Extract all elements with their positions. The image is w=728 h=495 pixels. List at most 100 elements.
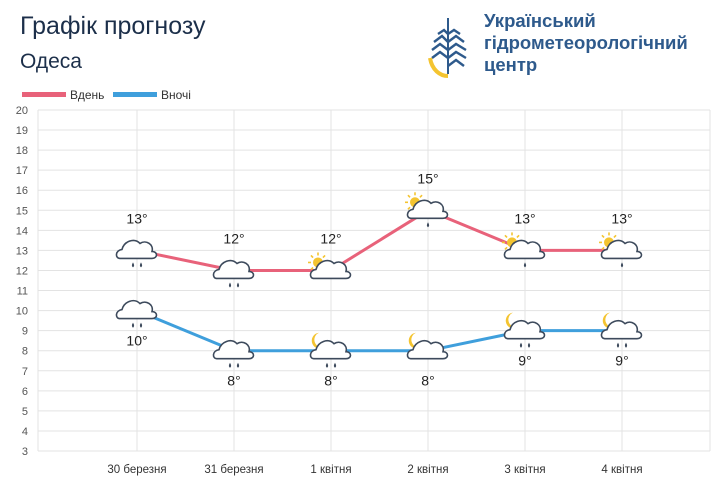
cloud-shape — [503, 239, 546, 260]
legend-label: Вночі — [161, 88, 191, 102]
x-tick-label: 30 березня — [107, 464, 166, 476]
night-temperature-line — [136, 309, 622, 353]
city-name: Одеса — [20, 50, 82, 73]
org-line-2: гідрометеорологічний — [484, 32, 688, 53]
organization-name: Український гідрометеорологічний центр — [484, 10, 688, 76]
y-tick-label: 17 — [16, 165, 28, 177]
org-line-1: Український — [484, 10, 596, 31]
sun-ray — [419, 194, 423, 198]
day-weather-icon — [308, 252, 352, 280]
y-tick-label: 3 — [22, 446, 28, 458]
org-line-3: центр — [484, 54, 538, 75]
day-weather-icon — [212, 259, 255, 288]
night-temperature-label: 9° — [615, 353, 628, 369]
moon-crescent — [408, 332, 422, 349]
rain-drop — [228, 282, 232, 288]
y-tick-label: 7 — [22, 366, 28, 378]
y-tick-label: 20 — [16, 105, 28, 117]
day-weather-icon — [502, 232, 546, 268]
cloud-shape — [309, 340, 352, 360]
rain-drop — [139, 322, 143, 328]
legend-swatch — [113, 92, 157, 97]
cloud-shape — [212, 259, 255, 280]
sun-ray — [407, 206, 411, 210]
x-tick-label: 1 квітня — [310, 464, 351, 476]
night-weather-icon — [115, 299, 158, 328]
cloud-shape — [600, 320, 643, 340]
day-temperature-label: 12° — [223, 230, 244, 246]
rain-drop — [139, 262, 143, 268]
x-tick-label: 31 березня — [204, 464, 263, 476]
night-temperature-label: 8° — [421, 373, 434, 389]
day-weather-icon — [115, 239, 158, 268]
sun-ray — [310, 266, 314, 271]
night-temperature-label: 10° — [126, 333, 147, 349]
moon-crescent — [505, 312, 519, 329]
night-weather-icon — [406, 332, 449, 360]
y-tick-label: 13 — [16, 245, 28, 257]
cloud-shape — [309, 259, 352, 280]
rain-drop — [325, 362, 329, 368]
rain-drop — [236, 282, 240, 288]
cloud-shape — [115, 239, 158, 260]
y-tick-label: 19 — [16, 125, 28, 137]
day-temperature-label: 13° — [126, 210, 147, 226]
rain-drop — [236, 362, 240, 368]
cloud-shape — [406, 199, 449, 220]
rain-drop — [426, 222, 430, 228]
night-weather-icon — [212, 340, 255, 368]
cloud-shape — [115, 299, 158, 320]
day-weather-icon — [599, 232, 643, 268]
chart-title: Графік прогнозу — [20, 12, 206, 40]
y-tick-label: 6 — [22, 386, 28, 398]
day-temperature-label: 15° — [417, 170, 438, 186]
night-temperature-label: 8° — [227, 373, 240, 389]
rain-drop — [131, 262, 135, 268]
rain-drop — [333, 362, 337, 368]
rain-drop — [624, 342, 628, 348]
rain-drop — [620, 262, 624, 268]
ukrhydromet-logo-icon — [428, 18, 467, 78]
night-weather-icon — [600, 312, 643, 348]
y-tick-label: 12 — [16, 265, 28, 277]
sun-ray — [322, 254, 326, 259]
sun-ray — [601, 234, 605, 239]
day-temperature-label: 12° — [320, 230, 341, 246]
rain-drop — [527, 342, 531, 348]
y-tick-label: 8 — [22, 346, 28, 358]
cloud-shape — [212, 340, 255, 360]
day-temperature-line — [136, 208, 622, 272]
cloud-shape — [406, 340, 449, 360]
y-tick-label: 9 — [22, 326, 28, 338]
cloud-shape — [503, 320, 546, 340]
legend-label: Вдень — [70, 88, 104, 102]
y-tick-label: 16 — [16, 185, 28, 197]
y-tick-label: 11 — [17, 286, 28, 298]
sun-ray — [504, 234, 508, 239]
y-tick-label: 18 — [16, 145, 28, 157]
night-weather-icon — [309, 332, 352, 368]
night-temperature-label: 8° — [324, 373, 337, 389]
day-temperature-label: 13° — [514, 210, 535, 226]
y-tick-label: 10 — [16, 306, 28, 318]
day-temperature-label: 13° — [611, 210, 632, 226]
legend-swatch — [22, 92, 66, 97]
sun-ray — [504, 246, 508, 251]
rain-drop — [616, 342, 620, 348]
x-tick-label: 3 квітня — [504, 464, 545, 476]
sun-ray — [613, 234, 617, 239]
rain-drop — [519, 342, 523, 348]
night-temperature-label: 9° — [518, 353, 531, 369]
day-weather-icon — [405, 192, 449, 228]
y-tick-label: 15 — [16, 205, 28, 217]
sun-ray — [310, 254, 314, 259]
rain-drop — [131, 322, 135, 328]
y-tick-label: 5 — [22, 406, 28, 418]
moon-crescent — [602, 312, 616, 329]
sun-ray — [516, 234, 520, 239]
sun-ray — [407, 194, 411, 198]
night-weather-icon — [503, 312, 546, 348]
x-tick-label: 2 квітня — [407, 464, 448, 476]
y-tick-label: 14 — [16, 225, 28, 237]
